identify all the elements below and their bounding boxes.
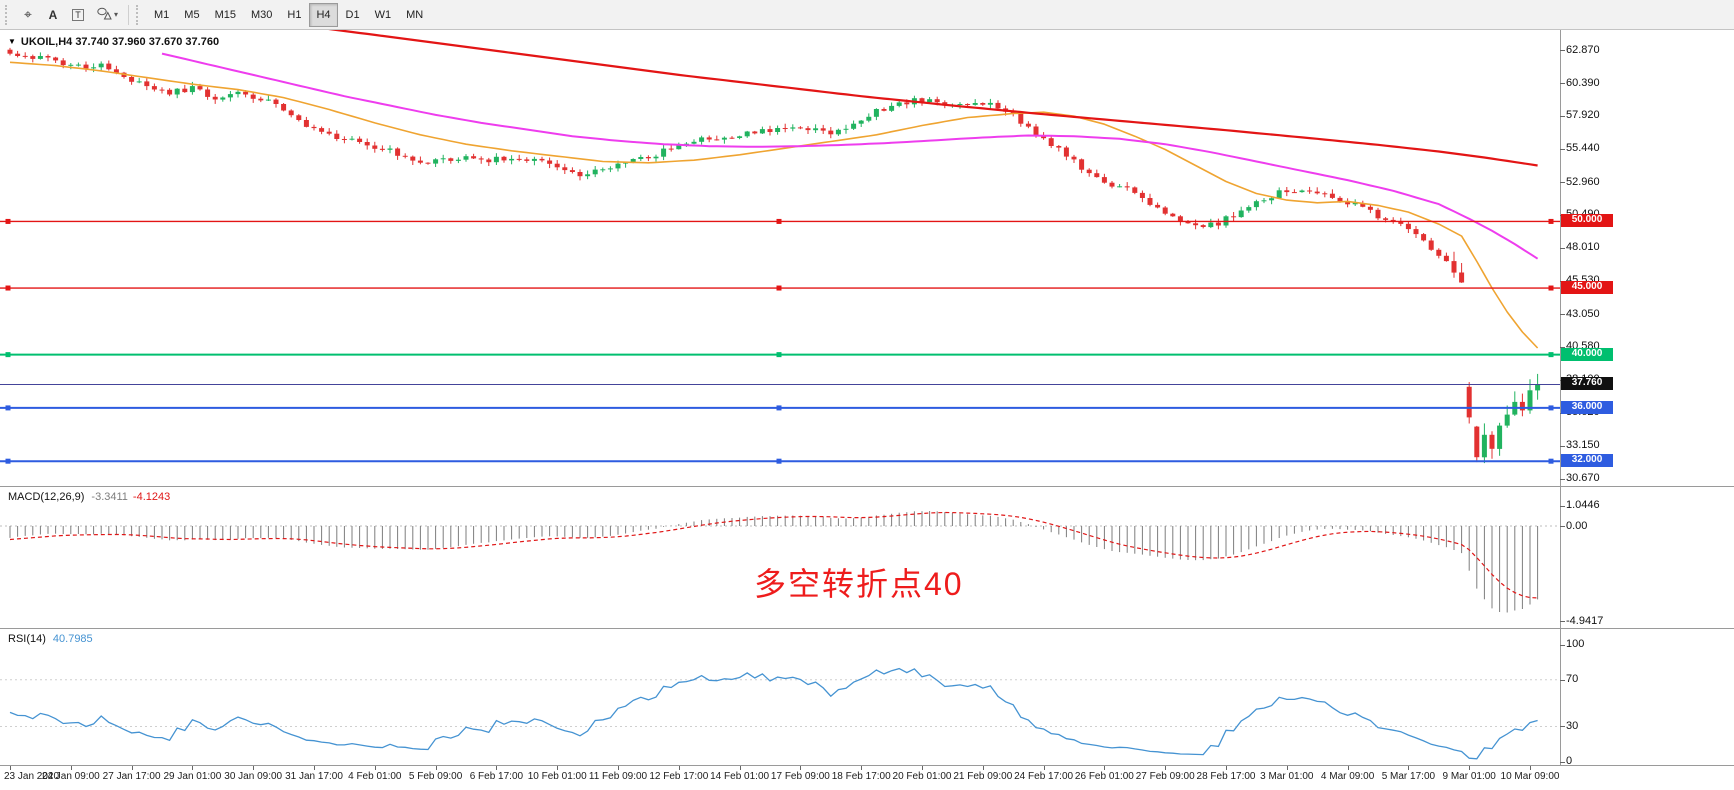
pane-separator-macd-rsi[interactable] [0,628,1734,629]
symbol-ohlc-text: UKOIL,H4 37.740 37.960 37.670 37.760 [20,36,220,48]
text-tool-icon: A [48,7,58,22]
timeframe-w1-button[interactable]: W1 [368,3,399,27]
macd-signal-line [9,511,1538,599]
shapes-tool-button[interactable]: ▾ [91,3,124,27]
macd-main-value: -3.3411 [91,491,128,503]
rsi-indicator-label: RSI(14) 40.7985 [8,633,93,645]
rsi-title-text: RSI(14) [8,633,46,645]
ma-slow-line [328,30,1538,167]
pane-separator-main-macd[interactable] [0,486,1734,487]
macd-indicator-label: MACD(12,26,9) -3.3411 -4.1243 [8,491,170,503]
toolbar-grip [5,4,11,25]
timeframe-h1-button[interactable]: H1 [280,3,308,27]
label-tool-button[interactable]: T [66,3,90,27]
time-axis[interactable] [0,766,1734,790]
timeframe-m30-button[interactable]: M30 [244,3,279,27]
hline-40.000[interactable] [0,352,1560,358]
hline-36.000[interactable] [0,405,1560,411]
timeframe-m15-button[interactable]: M15 [208,3,243,27]
macd-signal-value: -4.1243 [132,491,171,503]
ma-fast-line [9,61,1539,349]
macd-title-text: MACD(12,26,9) [8,491,85,503]
chart-dropdown-icon[interactable]: ▼ [8,37,16,46]
timeframe-m5-button[interactable]: M5 [177,3,206,27]
symbol-ohlc-line: ▼ UKOIL,H4 37.740 37.960 37.670 37.760 [8,36,219,48]
timeframe-d1-button[interactable]: D1 [339,3,367,27]
pane-separator-rsi-axis[interactable] [0,765,1734,766]
rsi-line [9,667,1538,760]
macd-histogram [9,511,1539,613]
price-scale[interactable] [1561,30,1734,765]
text-tool-button[interactable]: A [41,3,65,27]
rsi-value: 40.7985 [52,633,93,645]
text-label-icon: T [72,8,84,21]
chevron-down-icon: ▾ [114,10,119,19]
toolbar-separator [128,4,130,25]
shapes-icon [97,7,112,23]
hline-50.000[interactable] [0,218,1560,224]
macd-annotation-text[interactable]: 多空转折点40 [754,566,964,602]
crosshair-icon: ⌖ [24,6,32,22]
main-toolbar: ⌖ A T ▾ M1 M5 M15 M30 H1 H4 D1 W1 MN [0,0,1734,30]
hline-45.000[interactable] [0,285,1560,291]
timeframe-mn-button[interactable]: MN [399,3,430,27]
candlesticks [7,47,1541,464]
hline-32.000[interactable] [0,458,1560,464]
crosshair-tool-button[interactable]: ⌖ [16,3,40,27]
ma-mid-line [161,52,1539,260]
timeframe-m1-button[interactable]: M1 [147,3,176,27]
timeframe-h4-button[interactable]: H4 [309,2,338,27]
price-scale-border [1560,30,1561,766]
toolbar-grip [136,4,142,25]
